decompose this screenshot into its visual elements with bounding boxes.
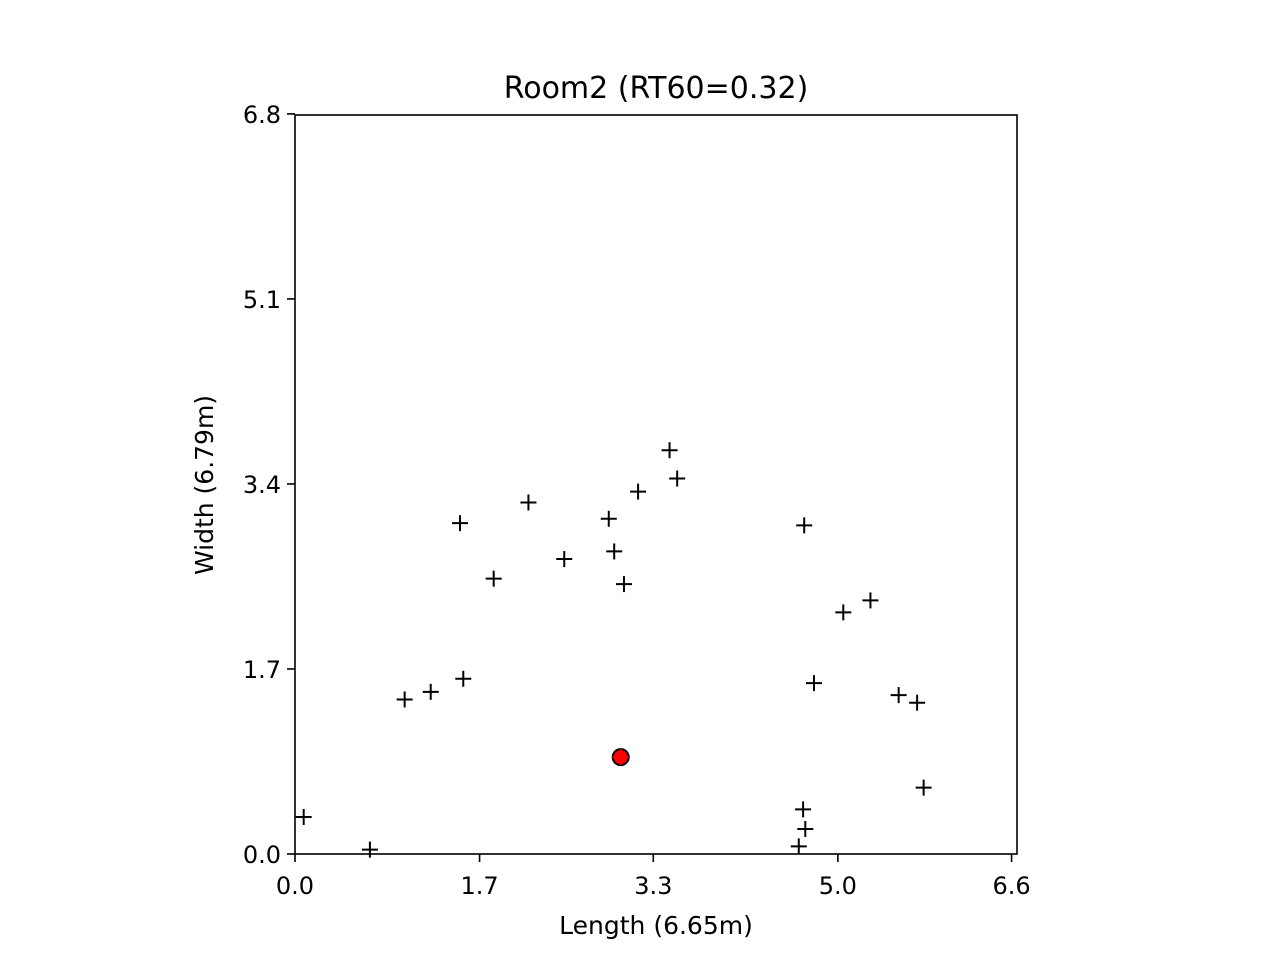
x-tick-label: 1.7 [460,872,498,900]
chart-title: Room2 (RT60=0.32) [504,71,809,106]
plus-marker [606,543,623,560]
y-axis: 0.0 1.7 3.4 5.1 6.8 [243,101,295,869]
plus-marker [890,687,907,704]
plot-area [295,442,932,858]
x-axis-label: Length (6.65m) [559,911,753,940]
plus-marker [797,820,814,837]
x-tick-label: 0.0 [276,872,314,900]
y-tick-label: 5.1 [243,286,281,314]
x-tick-label: 3.3 [634,872,672,900]
plus-marker [452,515,469,532]
plus-marker [862,592,879,609]
y-tick-label: 0.0 [243,841,281,869]
plus-marker [835,604,852,621]
plus-marker [790,838,807,855]
plus-marker [396,691,413,708]
plus-marker [361,841,378,858]
plus-marker [612,749,629,766]
x-tick-label: 6.6 [992,872,1030,900]
plus-marker [485,570,502,587]
plus-marker [795,801,812,818]
plus-marker [630,483,647,500]
plus-marker [520,494,537,511]
plus-marker [295,808,312,825]
y-axis-label: Width (6.79m) [190,395,219,575]
plus-marker [455,670,472,687]
y-tick-label: 6.8 [243,101,281,129]
plus-marker [422,683,439,700]
plot-frame [294,114,1018,855]
plus-marker [661,442,678,459]
plus-marker [556,551,573,568]
x-tick-label: 5.0 [819,872,857,900]
x-axis: 0.0 1.7 3.3 5.0 6.6 [276,854,1031,900]
plus-marker [909,694,926,711]
y-tick-label: 1.7 [243,656,281,684]
plus-marker [615,576,632,593]
plus-marker [669,470,686,487]
y-tick-label: 3.4 [243,471,281,499]
plus-marker [600,510,617,527]
plus-marker [915,779,932,796]
plus-marker [796,517,813,534]
plus-marker [805,675,822,692]
